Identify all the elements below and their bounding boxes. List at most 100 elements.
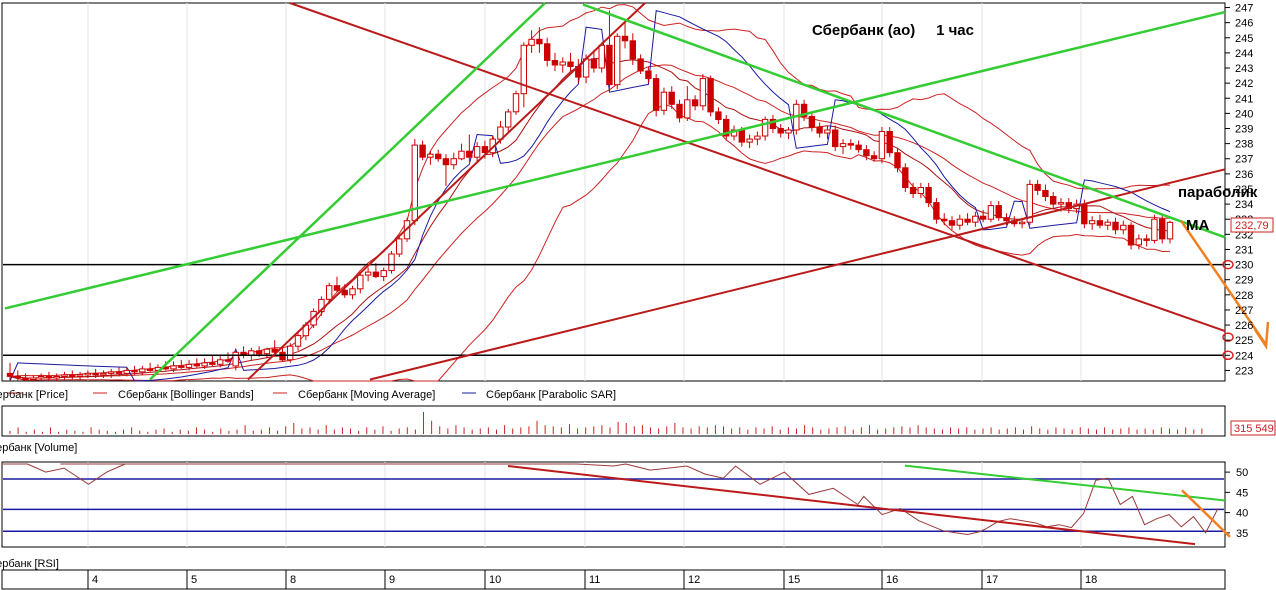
candle-body xyxy=(979,215,987,220)
price-tick-label: 244 xyxy=(1235,48,1253,60)
candle-body xyxy=(232,351,239,367)
candle-body xyxy=(1057,202,1065,205)
candle-body xyxy=(894,152,901,169)
price-tick-label: 245 xyxy=(1235,33,1253,45)
rsi-tick-label: 40 xyxy=(1236,508,1248,520)
candle-body xyxy=(505,111,512,128)
candle-body xyxy=(1159,218,1166,240)
candle-body xyxy=(1151,218,1158,241)
candle-body xyxy=(567,61,574,67)
candle-body xyxy=(14,376,22,379)
volume-value: 315 549 xyxy=(1234,423,1274,435)
price-tick-label: 230 xyxy=(1235,260,1253,272)
candle-body xyxy=(1127,224,1135,246)
candle-body xyxy=(380,270,387,278)
candle-body xyxy=(458,150,465,160)
level-marker xyxy=(1222,259,1234,270)
candle-body xyxy=(76,374,84,377)
candle-body xyxy=(629,40,636,60)
volume-panel-frame xyxy=(1,405,1226,437)
candle-body xyxy=(419,144,426,158)
candle-body xyxy=(115,371,123,374)
rsi-tick-label: 35 xyxy=(1236,528,1248,540)
candle-body xyxy=(326,285,333,300)
date-label: 18 xyxy=(1085,574,1097,586)
candle-body xyxy=(715,111,722,121)
candle-body xyxy=(53,376,60,379)
candle-body xyxy=(520,44,527,95)
price-tick-label: 236 xyxy=(1235,169,1253,181)
candle-body xyxy=(1003,217,1010,222)
candle-body xyxy=(139,368,146,373)
legend-bollinger: Сбербанк [Bollinger Bands] xyxy=(118,389,254,401)
candle-body xyxy=(902,167,909,189)
rsi-tick-label: 50 xyxy=(1236,467,1248,479)
legend-volume: Сбербанк [Volume] xyxy=(0,442,77,454)
date-label: 16 xyxy=(886,574,898,586)
candle-body xyxy=(123,369,130,374)
date-label: 8 xyxy=(290,574,296,586)
candle-body xyxy=(1143,238,1150,241)
price-tick-label: 229 xyxy=(1235,275,1253,287)
falling-trend-line xyxy=(289,2,1226,333)
price-tick-label: 239 xyxy=(1235,123,1253,135)
price-tick-label: 240 xyxy=(1235,108,1253,120)
candle-body xyxy=(528,38,535,46)
candle-body xyxy=(37,376,45,379)
candle-body xyxy=(84,372,91,376)
candle-body xyxy=(224,359,232,362)
candle-body xyxy=(217,359,224,365)
candle-body xyxy=(427,153,434,158)
price-tick-label: 224 xyxy=(1235,350,1253,362)
candle-body xyxy=(995,205,1002,219)
date-label: 9 xyxy=(389,574,395,586)
candle-body xyxy=(349,288,356,296)
candle-body xyxy=(442,158,450,166)
green-falling-line xyxy=(582,3,1226,239)
candle-body xyxy=(388,253,395,272)
candle-body xyxy=(972,215,979,223)
legend-price: Сбербанк [Price] xyxy=(0,389,68,401)
level-marker xyxy=(1222,350,1234,361)
candle-body xyxy=(941,218,948,222)
candle-body xyxy=(933,202,940,220)
candle-body xyxy=(287,345,294,361)
candle-body xyxy=(1018,221,1026,225)
rsi-trend-red xyxy=(507,465,1196,546)
candle-body xyxy=(372,271,380,278)
rsi-line xyxy=(3,463,126,485)
price-tick-label: 247 xyxy=(1235,3,1253,15)
candle-body xyxy=(61,374,68,377)
candle-body xyxy=(621,35,629,42)
candle-body xyxy=(699,78,707,107)
price-tick-label: 231 xyxy=(1235,244,1253,256)
candle-body xyxy=(761,118,769,137)
date-label: 4 xyxy=(92,574,98,586)
date-label: 11 xyxy=(589,574,600,586)
legend-sar: Сбербанк [Parabolic SAR] xyxy=(486,389,616,401)
candle-body xyxy=(178,365,185,368)
candle-body xyxy=(435,153,442,160)
candle-body xyxy=(146,368,154,371)
parabolic-sar xyxy=(9,9,1171,382)
candle-body xyxy=(69,374,76,377)
rising-trend-line xyxy=(369,168,1226,381)
candle-body xyxy=(707,78,714,113)
candle-body xyxy=(925,187,932,204)
indicator-lines xyxy=(9,4,1171,382)
candle-body xyxy=(450,158,457,166)
price-tick-label: 235 xyxy=(1235,184,1253,196)
level-marker xyxy=(1222,332,1234,342)
candle-body xyxy=(45,376,53,379)
candle-body xyxy=(559,61,566,66)
candle-body xyxy=(1026,183,1033,223)
rally-trend-line xyxy=(247,2,646,381)
candle-body xyxy=(185,363,193,368)
volume-value-box: 315 549 xyxy=(1230,420,1276,436)
price-tick-label: 226 xyxy=(1235,320,1253,332)
candle-body xyxy=(263,348,271,355)
price-panel-frame xyxy=(1,2,1226,382)
candle-body xyxy=(987,205,995,220)
candle-body xyxy=(746,138,753,143)
